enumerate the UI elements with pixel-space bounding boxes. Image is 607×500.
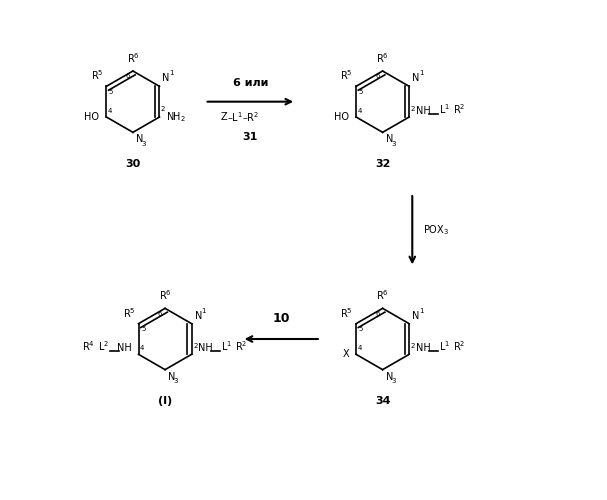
Text: L$^1$: L$^1$ — [439, 102, 450, 116]
Text: 6: 6 — [375, 74, 379, 80]
Text: R$^4$: R$^4$ — [82, 339, 95, 353]
Text: 6: 6 — [375, 311, 379, 317]
Text: 30: 30 — [125, 158, 141, 168]
Text: 3: 3 — [391, 378, 396, 384]
Text: 3: 3 — [141, 140, 146, 146]
Text: 1: 1 — [169, 70, 174, 76]
Text: 5: 5 — [141, 326, 145, 332]
Text: Z: Z — [220, 112, 227, 122]
Text: NH: NH — [117, 343, 132, 353]
Text: 4: 4 — [358, 108, 362, 114]
Text: HO: HO — [334, 112, 349, 122]
Text: L$^1$: L$^1$ — [439, 339, 450, 353]
Text: POX$_3$: POX$_3$ — [423, 224, 449, 237]
Text: N: N — [195, 310, 202, 320]
Text: 5: 5 — [359, 89, 363, 95]
Text: N: N — [163, 74, 170, 84]
Text: R$^6$: R$^6$ — [126, 52, 139, 65]
Text: 34: 34 — [375, 396, 390, 406]
Text: N: N — [385, 134, 393, 144]
Text: 1: 1 — [202, 308, 206, 314]
Text: 2: 2 — [161, 106, 165, 112]
Text: R$^2$: R$^2$ — [235, 339, 248, 353]
Text: 2: 2 — [411, 344, 415, 349]
Text: R$^6$: R$^6$ — [376, 52, 389, 65]
Text: NH: NH — [198, 343, 213, 353]
Text: R$^5$: R$^5$ — [341, 306, 353, 320]
Text: 3: 3 — [391, 140, 396, 146]
Text: 6: 6 — [158, 311, 162, 317]
Text: N: N — [412, 74, 419, 84]
Text: N: N — [168, 372, 175, 382]
Text: 6: 6 — [126, 74, 130, 80]
Text: 1: 1 — [419, 70, 424, 76]
Text: 32: 32 — [375, 158, 390, 168]
Text: 3: 3 — [174, 378, 178, 384]
Text: 4: 4 — [108, 108, 112, 114]
Text: 2: 2 — [193, 344, 197, 349]
Text: N: N — [412, 310, 419, 320]
Text: 2: 2 — [411, 106, 415, 112]
Text: –L$^1$–R$^2$: –L$^1$–R$^2$ — [227, 110, 259, 124]
Text: 5: 5 — [109, 89, 114, 95]
Text: 10: 10 — [273, 312, 290, 325]
Text: L$^2$: L$^2$ — [98, 339, 109, 353]
Text: NH: NH — [416, 106, 430, 116]
Text: NH$_2$: NH$_2$ — [166, 110, 186, 124]
Text: R$^2$: R$^2$ — [453, 102, 465, 116]
Text: N: N — [385, 372, 393, 382]
Text: 31: 31 — [243, 132, 258, 142]
Text: 4: 4 — [358, 346, 362, 352]
Text: 6 или: 6 или — [232, 78, 268, 88]
Text: R$^2$: R$^2$ — [453, 339, 465, 353]
Text: 5: 5 — [359, 326, 363, 332]
Text: R$^5$: R$^5$ — [91, 68, 103, 82]
Text: L$^1$: L$^1$ — [222, 339, 232, 353]
Text: N: N — [136, 134, 143, 144]
Text: R$^5$: R$^5$ — [341, 68, 353, 82]
Text: (I): (I) — [158, 396, 172, 406]
Text: R$^6$: R$^6$ — [158, 288, 171, 302]
Text: X: X — [343, 350, 350, 360]
Text: HO: HO — [84, 112, 100, 122]
Text: NH: NH — [416, 343, 430, 353]
Text: 4: 4 — [140, 346, 144, 352]
Text: R$^5$: R$^5$ — [123, 306, 135, 320]
Text: 1: 1 — [419, 308, 424, 314]
Text: R$^6$: R$^6$ — [376, 288, 389, 302]
